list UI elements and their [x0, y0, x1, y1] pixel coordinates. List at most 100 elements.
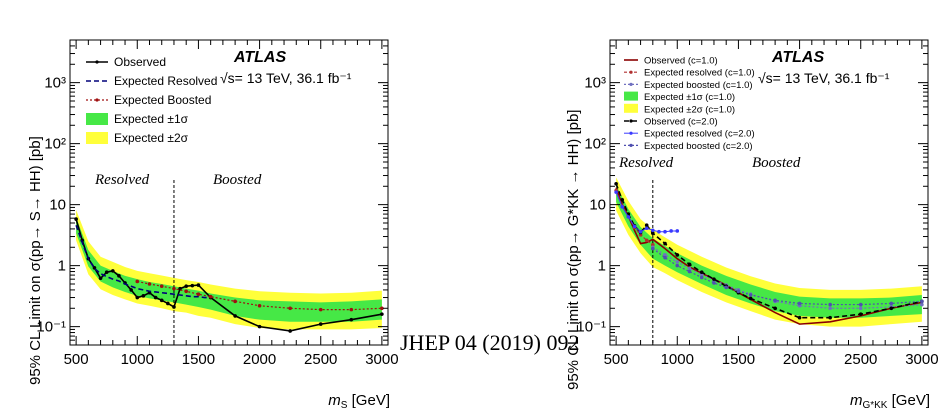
observed-point — [117, 274, 121, 278]
legend-marker — [629, 131, 633, 135]
expected-boosted-c-1-0-point — [687, 266, 692, 271]
observed-point — [190, 283, 195, 288]
expected-resolved-c-2-0-point — [632, 224, 637, 229]
legend-label: Expected Resolved — [114, 74, 217, 88]
expected-boosted-c-2-0-point — [724, 285, 728, 290]
right-axis-ticks: 500 1000 1500 2000 2500 3000 10⁻¹ 1 10 10² 10³ — [576, 39, 939, 368]
observed-c-2-0-point — [889, 306, 894, 311]
expected-resolved-c-2-0-point — [657, 229, 661, 234]
expected-boosted-c-1-0-line — [652, 246, 922, 309]
legend-label: Expected resolved (c=2.0) — [644, 129, 755, 140]
observed-point — [153, 295, 158, 300]
y-tick-label: 10 — [589, 197, 606, 214]
observed-point — [159, 298, 164, 303]
observed-point — [318, 322, 323, 326]
expected-resolved-c-2-0-point — [669, 229, 673, 233]
legend-swatch — [624, 91, 638, 101]
legend-swatch — [86, 132, 108, 144]
right-chart-panel: 500 1000 1500 2000 2500 3000 10⁻¹ 1 10 10² 10³ Obs… — [565, 39, 939, 411]
expected-resolved-line — [75, 224, 211, 299]
expected-boosted-c-2-0-point — [663, 255, 667, 260]
observed-point — [111, 269, 115, 273]
legend-label: Observed (c=2.0) — [644, 117, 718, 128]
legend-label: Expected boosted (c=2.0) — [644, 141, 753, 152]
observed-point — [129, 288, 133, 292]
legend-marker — [629, 119, 633, 123]
legend-label: Observed (c=1.0) — [644, 56, 718, 67]
legend-marker — [629, 143, 633, 147]
expected-boosted-point — [257, 303, 262, 308]
left-region-resolved: Resolved — [94, 172, 150, 188]
expected-resolved-c-1-0-point — [644, 238, 649, 243]
observed-point — [74, 217, 78, 221]
observed-point — [233, 314, 237, 318]
legend-label: Expected ±1σ — [114, 112, 189, 126]
left-y-axis-label: 95% CL Limit on σ(pp→ S→ HH) [pb] — [27, 136, 44, 385]
observed-c-2-0-point — [614, 181, 618, 186]
legend-label: Expected ±1σ (c=1.0) — [644, 92, 735, 103]
right-y-axis-label: 95% CL Limit on σ(pp→ G*KK → HH) [pb] — [565, 110, 582, 390]
expected-resolved-c-2-0-point — [626, 215, 631, 219]
expected-boosted-c-2-0-point — [920, 299, 924, 304]
observed-c-2-0-point — [712, 277, 716, 281]
expected-resolved-c-2-0-point — [614, 190, 618, 194]
left-limit-lines — [74, 180, 384, 345]
observed-c-2-0-point — [828, 315, 832, 320]
left-legend: Observed Expected Resolved Expected Booste… — [86, 55, 217, 145]
left-x-axis-label: mS [GeV] — [328, 392, 390, 411]
y-tick-label: 1 — [58, 258, 66, 275]
legend-marker — [95, 98, 99, 102]
x-tick-label: 1500 — [722, 351, 755, 368]
expected-boosted-c-2-0-point — [858, 302, 863, 307]
left-chart-panel: 500 1000 1500 2000 2500 3000 10⁻¹ 1 10 10² 10³ Obs… — [27, 39, 399, 411]
legend-label: Expected ±2σ (c=1.0) — [644, 104, 735, 115]
left-region-boosted: Boosted — [213, 172, 262, 188]
expected-boosted-c-1-0-point — [663, 253, 667, 257]
journal-reference: JHEP 04 (2019) 092 — [400, 330, 580, 355]
expected-boosted-point — [135, 279, 140, 284]
y-tick-label: 10² — [584, 136, 606, 153]
observed-c-2-0-point — [620, 198, 625, 202]
expected-resolved-c-2-0-point — [644, 226, 649, 231]
band-2sigma — [76, 209, 382, 330]
expected-boosted-point — [196, 292, 201, 297]
right-legend: Observed (c=1.0)Expected resolved (c=1.0… — [624, 56, 755, 152]
expected-boosted-point — [159, 284, 164, 289]
y-tick-label: 10³ — [584, 75, 606, 92]
legend-marker — [629, 82, 633, 86]
x-tick-label: 1000 — [121, 351, 154, 368]
legend-marker — [629, 70, 633, 74]
legend-label: Expected boosted (c=1.0) — [644, 80, 753, 91]
expected-resolved-c-1-0-point — [651, 242, 655, 247]
expected-boosted-point — [380, 306, 384, 311]
y-tick-label: 10² — [44, 136, 66, 153]
observed-point — [98, 276, 103, 281]
x-tick-label: 1500 — [182, 351, 215, 368]
observed-point — [172, 305, 176, 309]
right-atlas-label: ATLAS — [771, 49, 824, 66]
y-tick-label: 10⁻¹ — [576, 319, 606, 336]
observed-c-2-0-point — [644, 223, 649, 228]
observed-point — [178, 286, 182, 291]
observed-point — [349, 317, 354, 322]
expected-boosted-c-2-0-point — [675, 263, 680, 268]
legend-swatch — [624, 103, 638, 113]
legend-label: Expected Boosted — [114, 93, 211, 107]
expected-boosted-point — [349, 307, 354, 312]
left-energy-label: √s= 13 TeV, 36.1 fb⁻¹ — [220, 70, 352, 86]
legend-marker — [95, 60, 99, 64]
expected-boosted-c-2-0-point — [736, 289, 741, 294]
expected-boosted-c-1-0-point — [858, 306, 863, 311]
x-tick-label: 2000 — [783, 351, 816, 368]
expected-boosted-c-2-0-point — [828, 302, 832, 307]
observed-point — [135, 295, 140, 300]
x-tick-label: 3000 — [905, 351, 938, 368]
y-tick-label: 1 — [598, 258, 606, 275]
observed-c-2-0-point — [687, 262, 692, 267]
observed-c-2-0-point — [858, 312, 863, 316]
observed-point — [166, 301, 170, 306]
expected-boosted-c-1-0-point — [920, 302, 924, 307]
right-energy-label: √s= 13 TeV, 36.1 fb⁻¹ — [758, 70, 890, 86]
expected-resolved-c-2-0-point — [663, 229, 667, 234]
observed-c-2-0-point — [675, 253, 680, 257]
